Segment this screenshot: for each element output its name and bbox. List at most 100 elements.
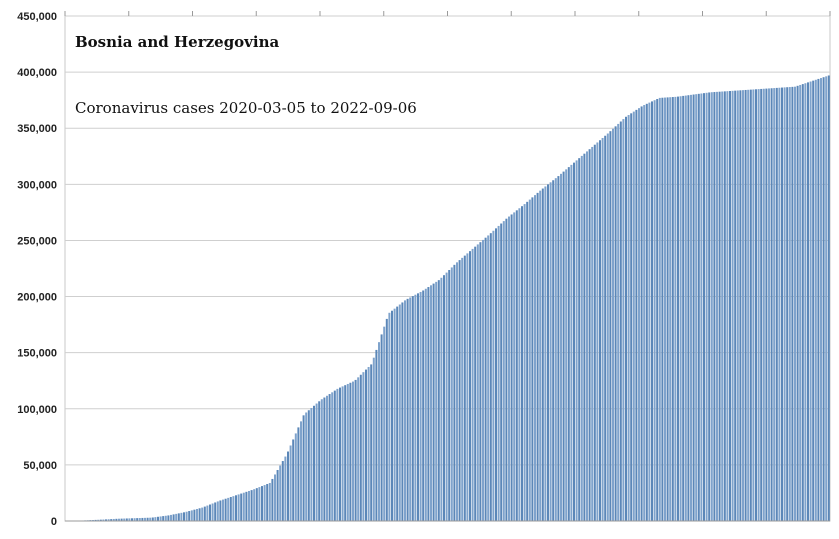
bar: [133, 518, 136, 521]
bar: [791, 86, 794, 521]
bar: [274, 474, 276, 521]
bar: [690, 94, 692, 521]
bar: [643, 105, 646, 522]
bar: [245, 491, 248, 521]
y-tick-label: 0: [51, 516, 57, 528]
bar: [310, 408, 313, 521]
bar: [528, 199, 531, 521]
bar: [513, 212, 516, 522]
bar: [669, 97, 672, 521]
bar: [651, 101, 653, 521]
y-tick-label: 350,000: [17, 123, 57, 135]
bar: [417, 293, 419, 521]
bar: [326, 395, 328, 521]
bar: [385, 318, 388, 521]
bar: [827, 75, 830, 521]
bar: [196, 508, 198, 521]
bar: [687, 95, 690, 522]
bar: [640, 106, 643, 521]
bar: [497, 225, 500, 522]
bar: [203, 506, 206, 521]
bar: [796, 85, 799, 521]
bar: [783, 87, 786, 521]
bar: [645, 103, 648, 522]
bar: [521, 206, 523, 522]
bar: [705, 92, 708, 522]
bar: [619, 121, 622, 521]
bar: [266, 484, 269, 521]
bar: [679, 96, 682, 521]
bar: [765, 88, 768, 521]
bar: [627, 115, 630, 522]
bar: [198, 508, 201, 521]
bar: [794, 86, 796, 521]
bar: [734, 90, 737, 521]
bar: [276, 469, 279, 521]
bar: [804, 83, 807, 521]
bar: [695, 94, 698, 521]
bar: [328, 394, 331, 521]
bar: [235, 495, 237, 521]
bar: [190, 510, 193, 521]
bar: [110, 519, 113, 521]
bar: [570, 164, 573, 521]
bar: [365, 369, 367, 521]
bar: [102, 519, 105, 521]
bar: [469, 251, 471, 521]
bar: [341, 386, 344, 521]
bar: [401, 302, 404, 521]
bar: [736, 90, 739, 521]
bar: [284, 456, 287, 521]
bar: [557, 176, 560, 521]
bar: [339, 387, 341, 521]
bar: [593, 144, 596, 521]
bar: [700, 93, 703, 521]
bar: [292, 439, 295, 521]
bar: [370, 364, 373, 521]
bar: [437, 280, 440, 521]
bar: [482, 239, 484, 521]
y-tick-label: 250,000: [17, 235, 57, 247]
bar: [573, 162, 575, 522]
bar: [601, 137, 604, 521]
bar: [279, 465, 282, 521]
bar: [726, 91, 729, 521]
y-tick-label: 450,000: [17, 11, 57, 23]
y-tick-label: 400,000: [17, 67, 57, 79]
bar: [380, 334, 383, 521]
bar: [123, 518, 126, 521]
bar: [591, 146, 594, 521]
bar: [812, 80, 815, 521]
bar: [409, 297, 412, 521]
bar: [271, 478, 274, 521]
bar: [136, 518, 139, 521]
bar: [183, 512, 185, 521]
bar: [146, 517, 149, 521]
bar: [115, 518, 118, 521]
bar: [219, 500, 222, 521]
bar: [154, 517, 157, 521]
y-axis-ticks: 0 50,000 100,000 150,000 200,000 250,000 300,0…: [17, 11, 57, 528]
bar: [742, 90, 744, 521]
bar: [349, 382, 352, 521]
bar: [822, 77, 825, 521]
bar: [718, 91, 721, 522]
bar: [775, 87, 778, 522]
bar: [268, 482, 271, 521]
bar: [547, 184, 549, 521]
bar: [536, 192, 539, 521]
bar: [692, 94, 695, 522]
bar: [684, 95, 687, 521]
bar: [164, 515, 167, 521]
bar: [799, 84, 802, 521]
bar: [222, 499, 224, 521]
bar: [463, 255, 466, 522]
bar: [807, 82, 809, 521]
bar: [354, 379, 357, 521]
bar: [424, 288, 427, 521]
bar: [313, 405, 315, 521]
bar: [302, 415, 305, 521]
bar: [443, 275, 445, 521]
bar: [185, 511, 188, 521]
bar: [612, 128, 614, 522]
